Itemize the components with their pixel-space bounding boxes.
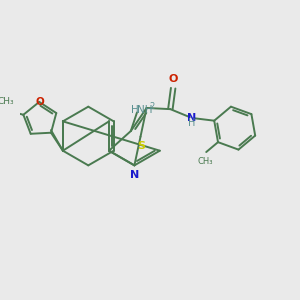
- Text: CH₃: CH₃: [0, 97, 14, 106]
- Text: O: O: [169, 74, 178, 84]
- Text: CH₃: CH₃: [197, 157, 213, 166]
- Text: N: N: [130, 169, 140, 180]
- Text: N: N: [188, 113, 196, 123]
- Text: H: H: [188, 118, 196, 128]
- Text: O: O: [35, 97, 44, 107]
- Text: NH: NH: [137, 105, 153, 115]
- Text: 2: 2: [150, 102, 155, 111]
- Text: S: S: [137, 141, 145, 151]
- Text: H: H: [131, 105, 139, 115]
